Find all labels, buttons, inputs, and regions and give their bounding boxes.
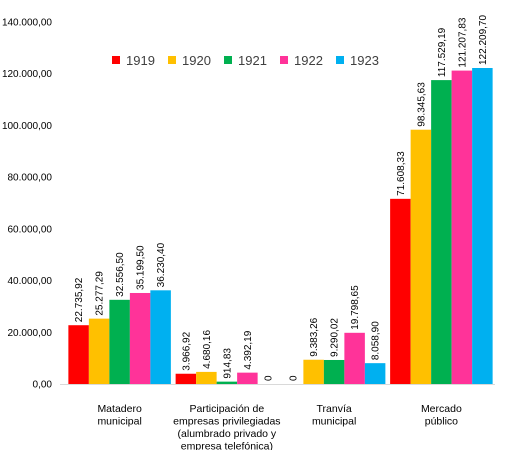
- data-label: 0: [263, 375, 274, 381]
- bar-1919: [175, 373, 197, 384]
- x-category-label: Mercado público: [421, 403, 462, 428]
- data-label: 35.199,50: [136, 245, 147, 290]
- data-label: 32.556,50: [115, 252, 126, 297]
- legend: 1919 1920 1921 1922 1923: [112, 53, 379, 68]
- y-tick-label: 0,00: [33, 380, 53, 391]
- bar-1923: [364, 363, 386, 384]
- legend-label-1923: 1923: [350, 53, 379, 68]
- data-label: 122.209,70: [478, 15, 489, 65]
- bar-1920: [410, 129, 432, 384]
- data-label: 3.966,92: [181, 331, 192, 370]
- data-label: 4.392,19: [243, 330, 254, 369]
- data-label: 121.207,83: [457, 17, 468, 67]
- data-label: 36.230,40: [156, 242, 167, 287]
- y-tick-label: 120.000,00: [2, 69, 52, 80]
- x-category-label: Participación de empresas privilegiadas (a…: [173, 403, 280, 450]
- data-label: 8.058,90: [371, 321, 382, 360]
- y-tick-label: 80.000,00: [8, 173, 53, 184]
- bar-1922: [237, 372, 258, 384]
- y-axis: 0,00 20.000,00 40.000,00 60.000,00 80.000,00…: [2, 18, 52, 391]
- data-label: 19.798,65: [350, 285, 361, 330]
- bar-1922: [129, 292, 151, 384]
- bar-1922: [451, 70, 473, 384]
- bar-1919: [390, 198, 411, 384]
- legend-label-1919: 1919: [126, 53, 155, 68]
- legend-label-1920: 1920: [182, 53, 211, 68]
- legend-swatch-1921: [224, 56, 232, 64]
- legend-swatch-1923: [336, 56, 344, 64]
- x-category-label: Tranvía municipal: [312, 403, 356, 428]
- bar-1921: [109, 299, 130, 384]
- legend-swatch-1919: [112, 56, 120, 64]
- data-label: 914,83: [222, 348, 233, 379]
- data-label: 9.383,26: [309, 317, 320, 356]
- y-tick-label: 140.000,00: [2, 18, 52, 29]
- bar-1923: [472, 68, 493, 384]
- bar-1923: [150, 290, 171, 384]
- y-tick-label: 20.000,00: [8, 328, 53, 339]
- legend-label-1922: 1922: [294, 53, 323, 68]
- bar-1921: [323, 359, 345, 384]
- bar-1920: [88, 318, 110, 384]
- data-label: 4.680,16: [202, 330, 213, 369]
- data-label: 71.608,33: [396, 151, 407, 196]
- legend-swatch-1920: [168, 56, 176, 64]
- x-axis: Matadero municipal Participación de empresa…: [97, 403, 462, 450]
- bar-1922: [344, 332, 365, 384]
- y-tick-label: 40.000,00: [8, 276, 53, 287]
- bar-1920: [303, 359, 324, 384]
- bar-1921: [431, 80, 452, 385]
- legend-swatch-1922: [280, 56, 288, 64]
- data-label: 22.735,92: [74, 277, 85, 322]
- y-tick-label: 60.000,00: [8, 224, 53, 235]
- bar-1920: [196, 371, 217, 384]
- legend-label-1921: 1921: [238, 53, 267, 68]
- bars: [68, 68, 493, 385]
- data-label: 98.345,63: [416, 82, 427, 127]
- data-label: 9.290,02: [330, 318, 341, 357]
- data-label: 25.277,29: [95, 271, 106, 316]
- data-labels: 22.735,92 3.966,92 0 71.608,33 25.277,29 4.68…: [74, 15, 489, 381]
- y-tick-label: 100.000,00: [2, 121, 52, 132]
- data-label: 117.529,19: [437, 27, 448, 77]
- x-category-label: Matadero municipal: [97, 403, 142, 428]
- bar-1921: [216, 381, 238, 384]
- bar-1919: [68, 325, 89, 384]
- data-label: 0: [289, 375, 300, 381]
